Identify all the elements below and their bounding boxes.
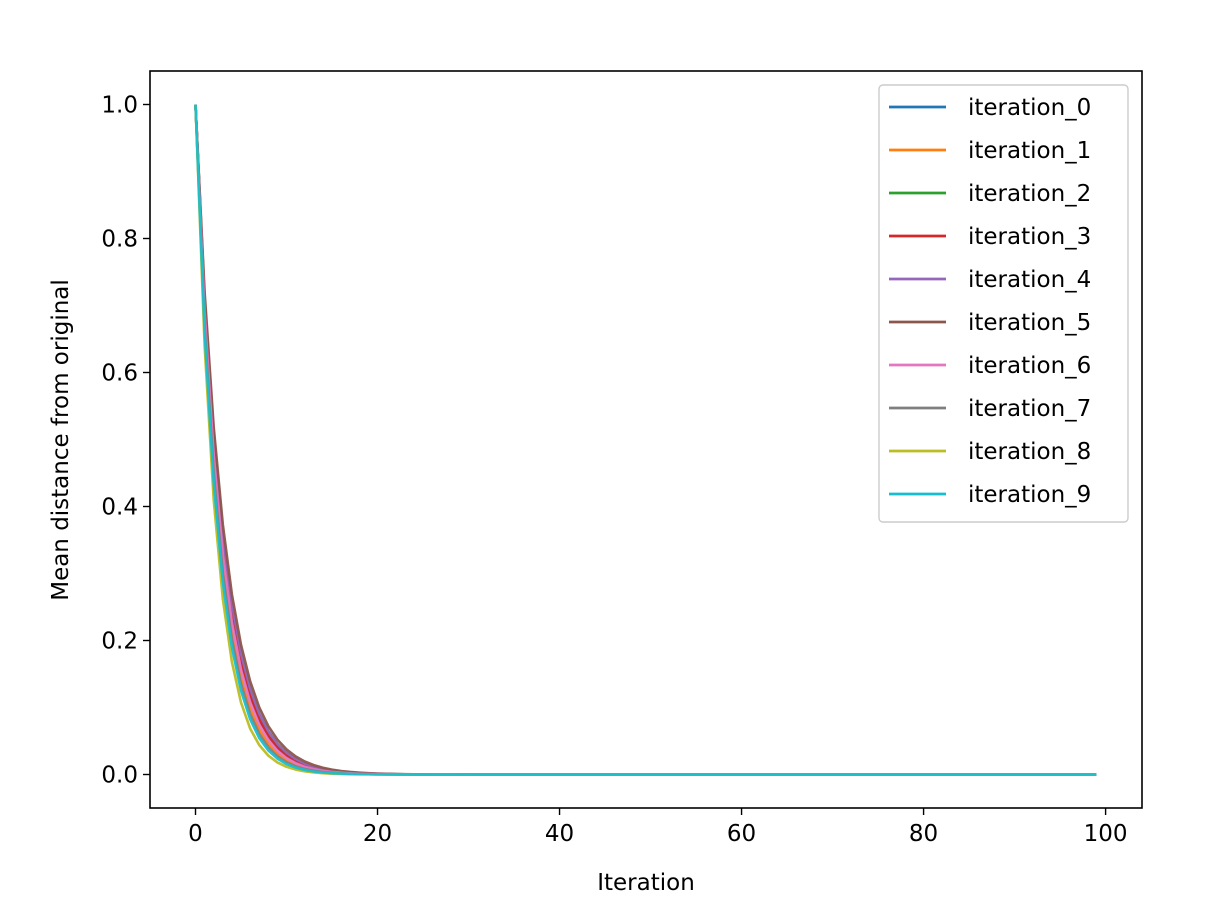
legend-entry-label: iteration_4 (968, 267, 1091, 293)
legend-entry-label: iteration_9 (968, 482, 1091, 508)
x-axis: 0 20 40 60 80 100 (188, 808, 1128, 847)
x-tick-label: 60 (727, 821, 756, 847)
x-axis-label: Iteration (597, 870, 695, 896)
plot-frame (149, 70, 1143, 809)
y-tick-label: 0.2 (101, 629, 138, 655)
y-axis: 0.0 0.2 0.4 0.6 0.8 1.0 (101, 93, 150, 789)
legend-entry-label: iteration_0 (968, 95, 1091, 121)
y-axis-label: Mean distance from original (48, 279, 74, 601)
legend-entry-label: iteration_8 (968, 439, 1091, 465)
x-tick-label: 20 (363, 821, 392, 847)
y-tick-label: 0.8 (101, 227, 138, 253)
legend-entry-label: iteration_7 (968, 396, 1091, 422)
y-tick-label: 0.6 (101, 361, 138, 387)
legend-entry-label: iteration_6 (968, 353, 1091, 379)
x-tick-label: 80 (909, 821, 938, 847)
legend-entry-label: iteration_1 (968, 138, 1091, 164)
legend-entry-label: iteration_5 (968, 310, 1091, 336)
legend-entry-label: iteration_3 (968, 224, 1091, 250)
legend-entry-label: iteration_2 (968, 181, 1091, 207)
y-tick-label: 0.4 (101, 495, 138, 521)
series-line-iteration-9 (194, 104, 1097, 776)
y-tick-label: 0.0 (101, 763, 138, 789)
x-tick-label: 100 (1084, 821, 1128, 847)
legend: iteration_0 iteration_1 iteration_2iterati… (878, 84, 1129, 523)
x-tick-label: 0 (188, 821, 203, 847)
x-tick-label: 40 (545, 821, 574, 847)
y-tick-label: 1.0 (101, 93, 138, 119)
plot-lines (194, 104, 1097, 776)
